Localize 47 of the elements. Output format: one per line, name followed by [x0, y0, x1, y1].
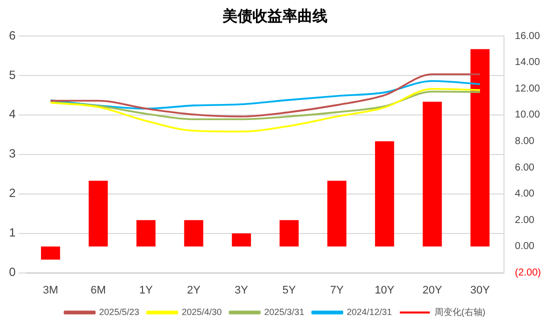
bar — [422, 102, 442, 246]
y2-tick-label: 10.00 — [514, 110, 540, 121]
x-tick-label: 10Y — [374, 284, 396, 296]
legend-label: 2025/5/23 — [99, 306, 140, 317]
y-tick-label: 2 — [8, 186, 16, 200]
y2-tick-label: 14.00 — [514, 57, 540, 68]
bar — [327, 180, 346, 246]
legend-label: 2025/3/31 — [264, 306, 304, 317]
legend-label: 2024/12/31 — [346, 306, 392, 317]
y-tick-label: 4 — [8, 107, 16, 122]
line-series — [50, 73, 481, 118]
y-tick-label: 3 — [8, 146, 16, 161]
legend-label: 周变化(右轴) — [434, 306, 486, 317]
x-tick-label: 5Y — [282, 284, 297, 296]
bar — [88, 180, 108, 246]
bar — [470, 49, 490, 246]
y2-tick-label: 8.00 — [514, 136, 535, 147]
line-series — [50, 90, 481, 120]
x-tick-label: 1Y — [139, 284, 154, 296]
x-tick-label: 6M — [90, 284, 106, 296]
x-tick-label: 2Y — [186, 284, 202, 296]
bar — [136, 220, 156, 246]
x-tick-label: 20Y — [422, 284, 443, 296]
x-tick-label: 30Y — [470, 284, 490, 296]
y-tick-label: 6 — [8, 28, 16, 42]
y2-tick-label: 2.00 — [514, 214, 535, 226]
y-tick-label: 1 — [8, 226, 16, 240]
y2-tick-label: 12.00 — [514, 83, 540, 94]
y2-tick-label: 16.00 — [514, 30, 540, 42]
x-tick-label: 3Y — [234, 284, 249, 296]
y2-tick-label: (2.00) — [514, 268, 541, 279]
bar — [40, 246, 60, 260]
y-tick-label: 5 — [8, 68, 16, 82]
bar — [232, 233, 251, 246]
line-series — [50, 80, 481, 110]
legend-label: 2025/4/30 — [182, 306, 222, 317]
x-tick-label: 3M — [42, 284, 58, 296]
bar — [184, 220, 204, 246]
y2-tick-label: 4.00 — [514, 188, 535, 200]
y2-tick-label: 6.00 — [514, 162, 535, 174]
bar — [280, 220, 299, 246]
chart-title: 美债收益率曲线 — [222, 6, 328, 25]
y2-tick-label: 0.00 — [514, 241, 535, 252]
bar — [375, 141, 394, 246]
y-tick-label: 0 — [8, 265, 16, 280]
x-tick-label: 7Y — [330, 284, 344, 296]
line-series — [50, 88, 481, 132]
